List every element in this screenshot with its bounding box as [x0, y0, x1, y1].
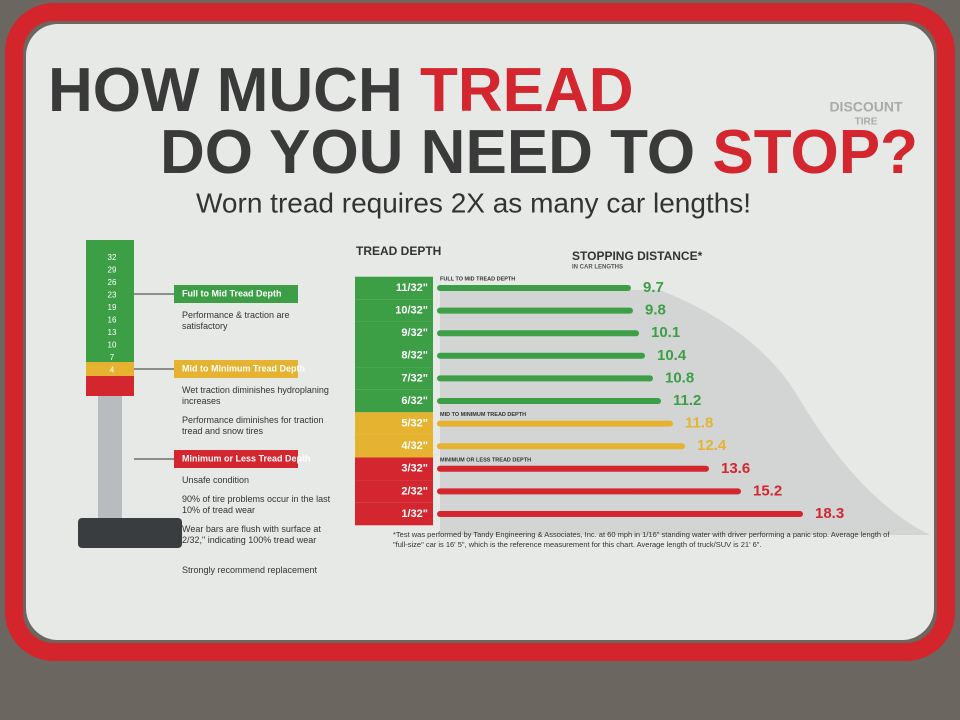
y-tick-label: 10/32" [395, 305, 428, 317]
value-label: 9.7 [643, 279, 664, 296]
value-label: 11.8 [685, 415, 713, 432]
bar [437, 285, 631, 291]
y-tick-label: 11/32" [396, 282, 428, 294]
gauge-body [86, 376, 134, 396]
legend-box [174, 450, 298, 468]
note: 90% of tire problems occur in the last 1… [182, 494, 331, 515]
brand: DISCOUNT [829, 99, 903, 115]
y-tick-label: 7/32" [401, 372, 428, 384]
bar [437, 352, 645, 359]
gauge-label: 16 [108, 316, 117, 325]
depth-cell [355, 344, 433, 368]
legend-label: Minimum or Less Tread Depth [182, 453, 311, 463]
depth-cell [355, 502, 433, 526]
value-label: 15.2 [753, 482, 782, 499]
value-label: 10.8 [665, 369, 694, 386]
y-tick-label: 4/32" [401, 440, 428, 452]
y-tick-label: 2/32" [401, 485, 428, 497]
bar [437, 443, 685, 450]
value-label: 10.4 [657, 347, 687, 364]
gauge-label: 23 [108, 291, 117, 300]
curve-shade [440, 290, 930, 535]
band-label: MINIMUM OR LESS TREAD DEPTH [440, 457, 531, 463]
depth-cell [355, 412, 433, 435]
gauge-label: 4 [110, 366, 115, 375]
bar [437, 375, 653, 382]
note: Unsafe condition [182, 475, 250, 485]
depth-cell [355, 457, 433, 481]
bar [437, 465, 709, 472]
title-line2: DO YOU NEED TO STOP? [160, 118, 918, 187]
depth-cell [355, 389, 433, 413]
value-label: 9.8 [645, 302, 666, 319]
y-tick-label: 1/32" [401, 508, 428, 520]
gauge-label: 32 [108, 253, 117, 262]
value-label: 12.4 [697, 437, 727, 454]
bar [437, 420, 673, 427]
gauge-stem [98, 396, 122, 520]
bar [437, 330, 639, 337]
legend-box [174, 360, 298, 378]
legend-label: Mid to Minimum Tread Depth [182, 363, 305, 373]
legend-box [174, 285, 298, 303]
bar [437, 398, 661, 404]
value-header: STOPPING DISTANCE* [572, 249, 703, 263]
value-label: 13.6 [721, 460, 750, 477]
bar [437, 307, 633, 314]
gauge-label: 29 [108, 266, 117, 275]
title-line1: HOW MUCH TREAD [48, 56, 634, 125]
note: Wet traction diminishes hydroplaning inc… [182, 385, 329, 406]
depth-cell [355, 480, 433, 503]
gauge-label: 7 [110, 353, 115, 362]
band-label: MID TO MINIMUM TREAD DEPTH [440, 412, 526, 418]
y-tick-label: 6/32" [401, 395, 428, 407]
note: Performance & traction are satisfactory [182, 310, 290, 331]
depth-cell [355, 367, 433, 390]
y-tick-label: 5/32" [401, 418, 428, 430]
value-label: 10.1 [651, 324, 680, 341]
band-label: FULL TO MID TREAD DEPTH [440, 276, 515, 282]
legend-label: Full to Mid Tread Depth [182, 288, 282, 298]
footnote: *Test was performed by Tandy Engineering… [393, 530, 890, 549]
gauge-label: 13 [108, 328, 117, 337]
subtitle: Worn tread requires 2X as many car lengt… [196, 187, 751, 218]
y-tick-label: 3/32" [401, 463, 428, 475]
depth-cell [355, 434, 433, 458]
bar [437, 511, 803, 517]
gauge-label: 10 [108, 341, 117, 350]
frame [5, 3, 955, 661]
value-unit: IN CAR LENGTHS [572, 265, 623, 271]
gauge-base [78, 518, 182, 548]
value-label: 18.3 [815, 505, 844, 522]
y-tick-label: 8/32" [401, 350, 428, 362]
note: Wear bars are flush with surface at 2/32… [182, 524, 321, 545]
note: Strongly recommend replacement [182, 565, 318, 575]
note: Performance diminishes for traction trea… [182, 415, 324, 436]
value-label: 11.2 [673, 392, 701, 409]
gauge-label: 19 [108, 303, 117, 312]
depth-cell [355, 276, 433, 300]
brand: TIRE [855, 117, 878, 128]
category-header: TREAD DEPTH [356, 244, 441, 258]
gauge-label: 26 [108, 278, 117, 287]
depth-cell [355, 321, 433, 345]
bar [437, 488, 741, 495]
gauge-body [86, 362, 134, 376]
y-tick-label: 9/32" [401, 327, 428, 339]
depth-cell [355, 299, 433, 322]
